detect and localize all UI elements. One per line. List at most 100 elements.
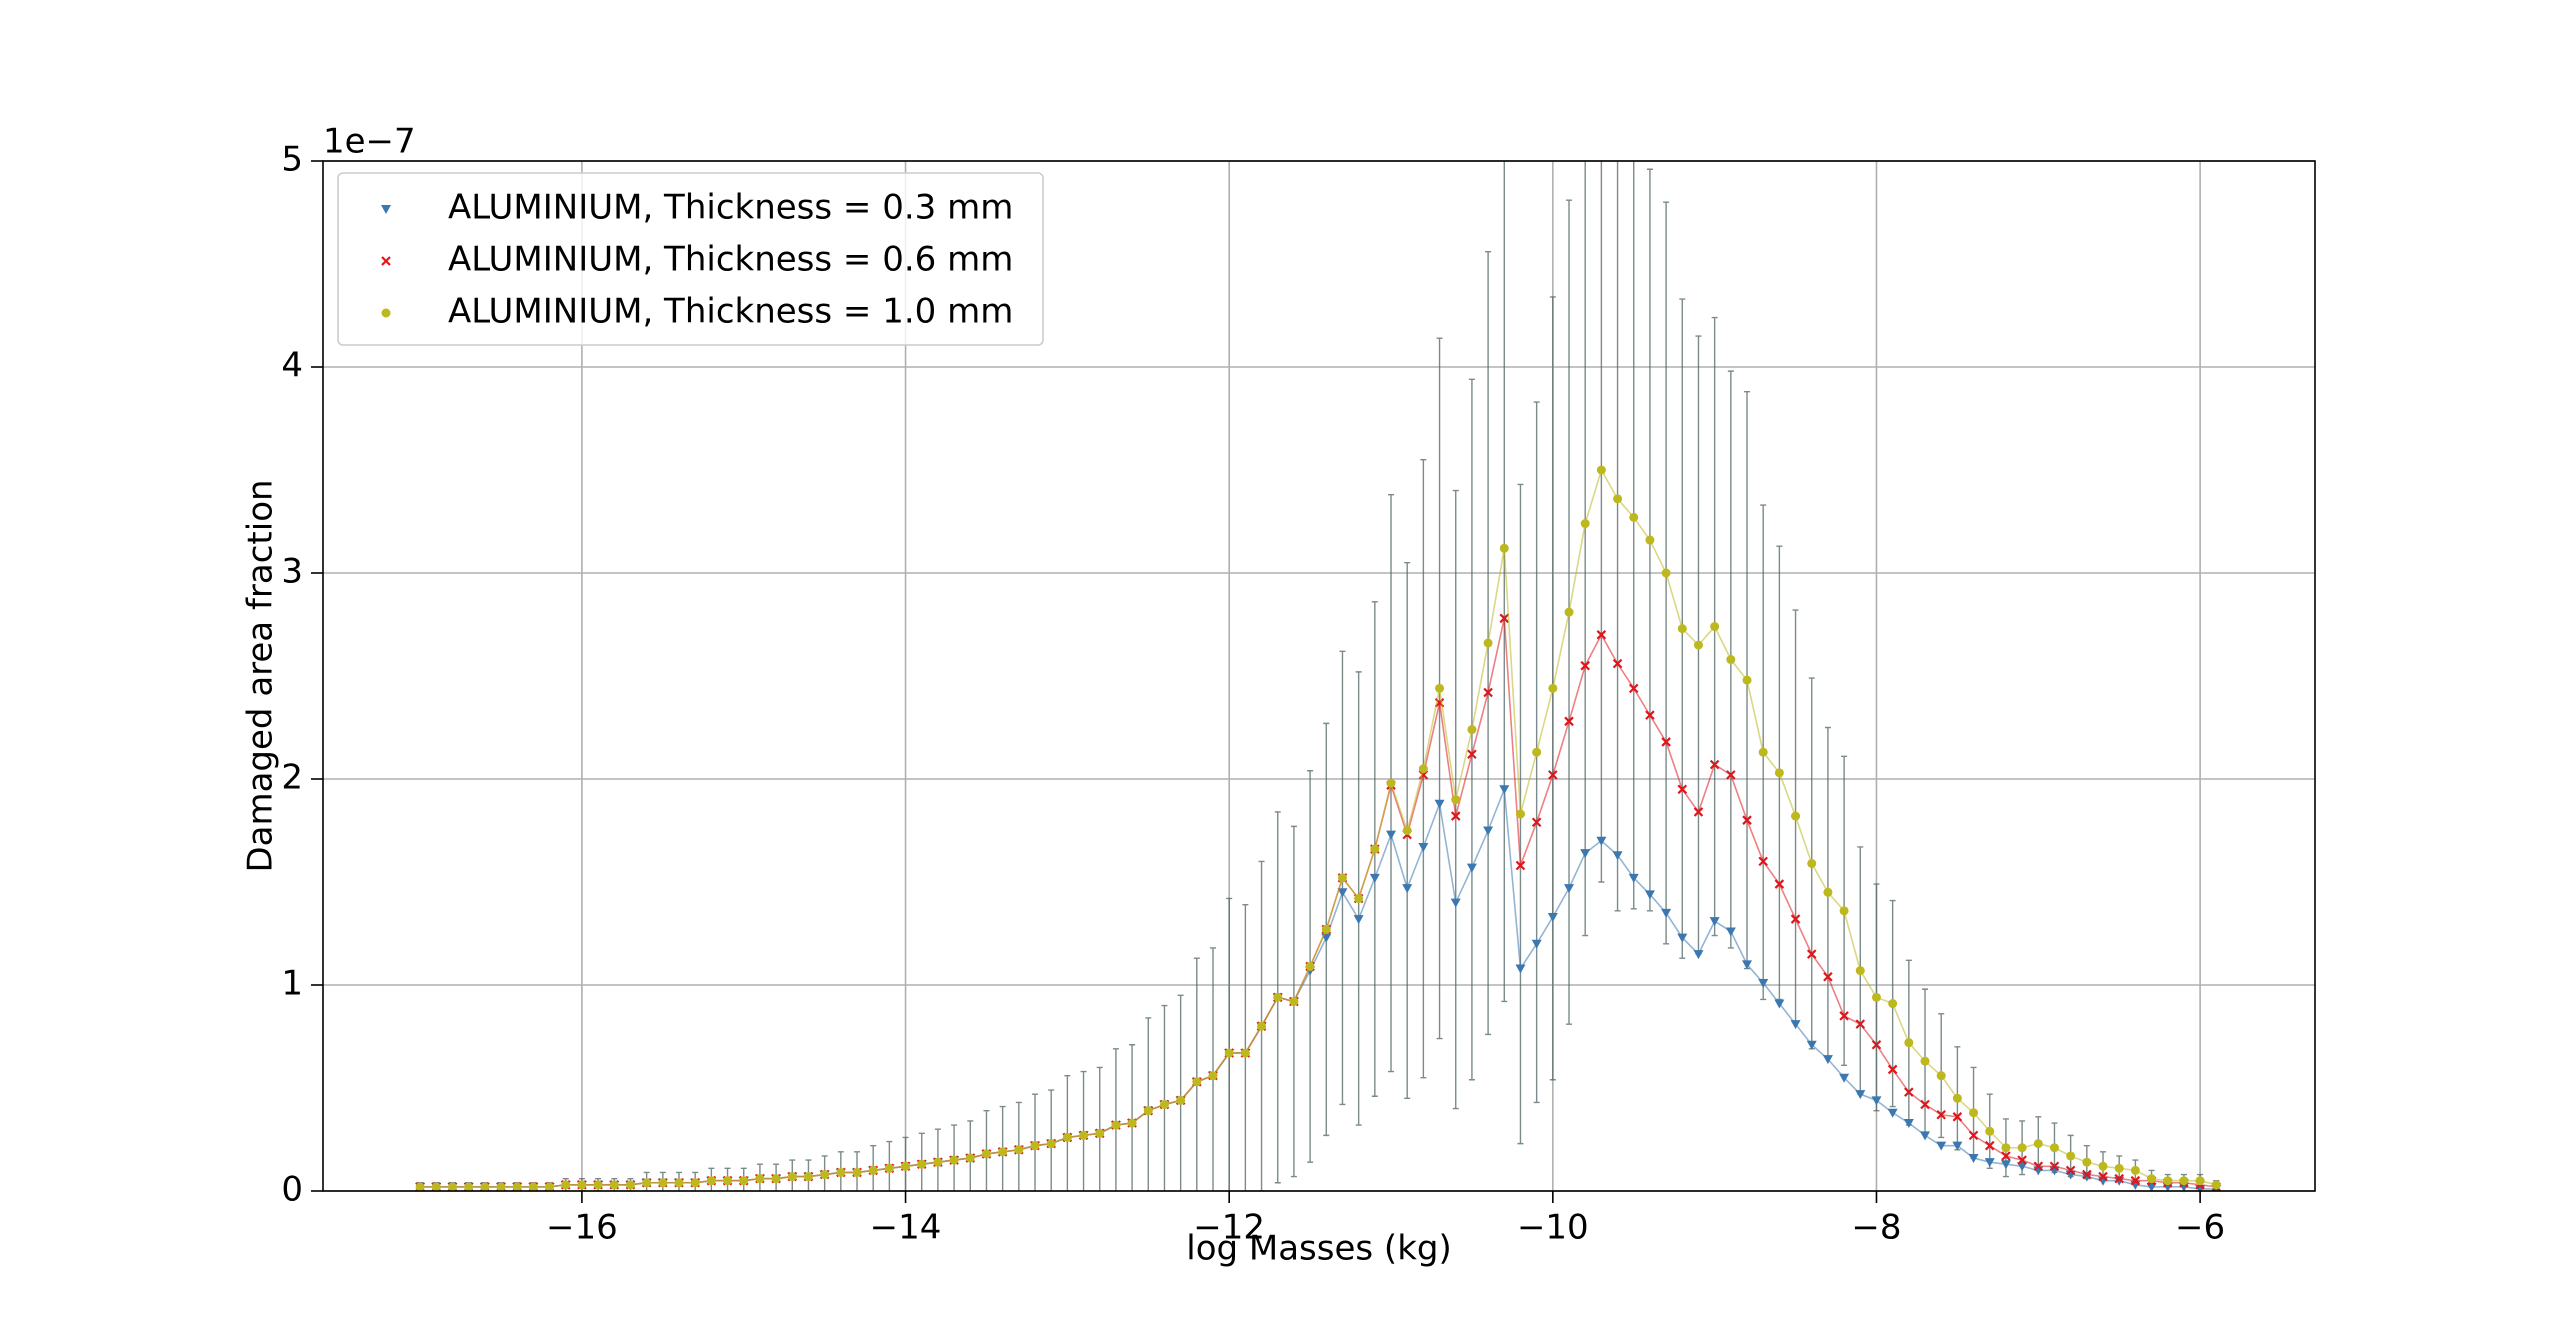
data-point (1014, 1145, 1024, 1155)
data-point (1483, 826, 1494, 836)
data-point (1596, 465, 1606, 475)
data-point (1952, 1141, 1963, 1151)
data-point (1547, 913, 1558, 923)
y-tick-label: 0 (281, 1170, 303, 1210)
data-point (1159, 1099, 1169, 1109)
data-point (2147, 1174, 2157, 1184)
data-point (593, 1180, 603, 1190)
data-point (690, 1178, 700, 1188)
data-point (1709, 917, 1720, 927)
data-point (561, 1180, 571, 1190)
data-point (1936, 1110, 1946, 1120)
data-point (1661, 737, 1671, 747)
data-point (1418, 764, 1428, 774)
data-point (723, 1176, 733, 1186)
data-point (2001, 1143, 2011, 1153)
x-tick-label: −16 (546, 1208, 618, 1248)
data-point (2163, 1176, 2173, 1186)
data-point (2130, 1165, 2140, 1175)
data-point (1758, 747, 1768, 757)
data-point (642, 1178, 652, 1188)
data-point (1257, 1021, 1267, 1031)
data-point (787, 1172, 797, 1182)
data-point (1710, 622, 1720, 632)
y-offset-label: 1e−7 (323, 122, 416, 162)
data-point (1596, 836, 1607, 846)
data-point (1628, 683, 1639, 694)
data-point (1790, 914, 1801, 924)
x-tick-label: −14 (870, 1208, 942, 1248)
data-point (1499, 613, 1510, 624)
data-point (1904, 1038, 1914, 1048)
series-line (420, 789, 2217, 1190)
data-point (1532, 747, 1542, 757)
data-point (998, 1147, 1008, 1157)
y-tick-label: 2 (281, 758, 303, 798)
data-point (1742, 675, 1752, 685)
data-point (496, 1182, 506, 1191)
data-point (1580, 849, 1591, 859)
data-point (1337, 888, 1348, 898)
data-point (1774, 879, 1785, 889)
data-point (1871, 1039, 1882, 1050)
data-point (1628, 873, 1639, 883)
data-point (1677, 784, 1688, 795)
plot-area (415, 161, 2222, 1191)
data-point (1580, 660, 1590, 671)
data-point (1855, 1090, 1866, 1100)
data-point (1822, 1055, 1833, 1065)
data-point (1564, 716, 1574, 727)
data-point (464, 1182, 474, 1191)
data-point (2082, 1169, 2092, 1180)
data-point (1418, 842, 1429, 852)
data-point (625, 1180, 635, 1190)
data-point (1434, 799, 1445, 809)
data-point (1693, 807, 1704, 817)
data-point (1224, 1048, 1234, 1058)
data-point (1612, 851, 1623, 861)
data-point (2146, 1182, 2157, 1191)
data-point (1985, 1126, 1995, 1136)
data-point (1208, 1071, 1218, 1081)
data-point (1806, 949, 1817, 959)
data-point (1499, 543, 1509, 553)
legend: ALUMINIUM, Thickness = 0.3 mm ALUMINIUM, … (337, 172, 1044, 346)
data-point (836, 1167, 846, 1177)
data-point (1467, 725, 1477, 735)
data-point (1806, 1040, 1817, 1050)
data-point (965, 1153, 975, 1163)
data-point (512, 1182, 522, 1191)
data-point (1450, 811, 1461, 821)
data-point (2017, 1155, 2027, 1165)
data-point (1030, 1141, 1040, 1151)
data-point (1839, 1073, 1850, 1083)
data-point (447, 1182, 457, 1191)
data-point (658, 1178, 668, 1188)
data-point (1984, 1158, 1995, 1168)
x-tick-label: −10 (1517, 1208, 1589, 1248)
data-point (1580, 519, 1590, 529)
data-point (545, 1182, 555, 1191)
data-point (2033, 1139, 2043, 1149)
data-point (2130, 1175, 2141, 1186)
data-point (1661, 568, 1671, 578)
data-point (1742, 815, 1752, 825)
data-point (1515, 809, 1525, 819)
data-point (1693, 950, 1704, 960)
data-point (868, 1165, 878, 1175)
data-point (1952, 1093, 1962, 1103)
data-point (1774, 768, 1784, 778)
x-axis-label: log Masses (kg) (1186, 1229, 1451, 1269)
data-point (1725, 927, 1736, 937)
data-point (1337, 873, 1347, 883)
data-point (1904, 1087, 1914, 1097)
x-tick-label: −6 (2175, 1208, 2225, 1248)
plot-frame (322, 160, 2316, 1192)
data-point (1273, 992, 1283, 1002)
data-point (431, 1182, 441, 1191)
data-point (852, 1167, 862, 1177)
data-point (2049, 1143, 2059, 1153)
legend-marker (381, 308, 391, 318)
